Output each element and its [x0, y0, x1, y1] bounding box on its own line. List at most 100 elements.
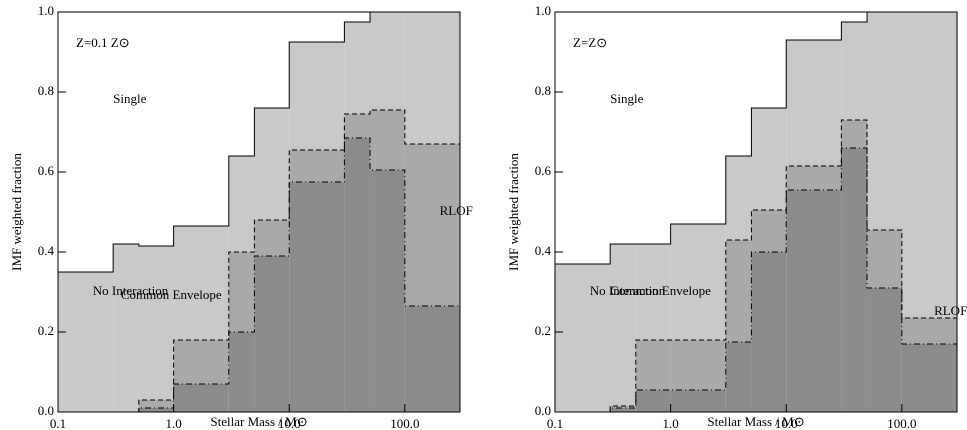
bar: [370, 12, 405, 110]
bar: [289, 182, 345, 412]
stack-boundary: [58, 137, 460, 413]
bar: [555, 264, 611, 412]
region-label: RLOF: [440, 203, 473, 218]
bar: [138, 12, 174, 246]
x-tick-label: 0.1: [547, 416, 563, 430]
bar: [138, 408, 174, 412]
bar: [725, 156, 752, 240]
x-tick-label: 0.1: [50, 416, 66, 430]
x-tick-label: 100.0: [887, 416, 916, 430]
bar: [867, 230, 902, 288]
bar: [670, 390, 726, 412]
x-axis-label: Stellar Mass / M⊙: [707, 414, 804, 429]
bar: [138, 246, 174, 400]
annotation: Z=Z⊙: [573, 35, 607, 50]
stack-boundary: [555, 11, 957, 265]
y-tick-label: 0.4: [535, 243, 552, 258]
bar: [901, 318, 957, 344]
bar: [58, 272, 114, 412]
y-tick-label: 0.8: [38, 83, 54, 98]
y-tick-label: 0.0: [535, 403, 551, 418]
bar: [786, 40, 842, 166]
bar: [404, 144, 460, 306]
y-tick-label: 1.0: [535, 3, 551, 18]
region-label: RLOF: [934, 303, 967, 318]
y-tick-label: 0.2: [38, 323, 54, 338]
bar: [867, 12, 902, 230]
bar: [841, 148, 868, 412]
bar: [610, 12, 636, 244]
annotation: Z=0.1 Z⊙: [76, 35, 130, 50]
bar: [786, 166, 842, 190]
bar: [254, 220, 290, 256]
stack-boundary: [555, 147, 957, 413]
bar: [173, 340, 229, 384]
bar: [344, 22, 371, 114]
bar: [751, 12, 787, 108]
bar: [254, 12, 290, 108]
bar: [751, 108, 787, 210]
region-label: Single: [610, 91, 643, 106]
bar: [725, 342, 752, 412]
bar: [610, 406, 636, 408]
region-label: Common Envelope: [610, 283, 711, 298]
region-label: No Interaction: [93, 283, 169, 298]
bar: [670, 12, 726, 224]
bar: [610, 244, 636, 406]
y-tick-label: 0.6: [535, 163, 552, 178]
bar: [635, 390, 671, 412]
bar: [841, 12, 868, 22]
x-tick-label: 100.0: [390, 416, 419, 430]
bar: [370, 170, 405, 412]
bar: [228, 252, 255, 332]
region-label: No Interaction: [590, 283, 666, 298]
bar: [670, 340, 726, 390]
bar: [867, 288, 902, 412]
x-tick-label: 10.0: [775, 416, 798, 430]
bar: [786, 12, 842, 40]
bar: [555, 12, 611, 264]
x-tick-label: 1.0: [662, 416, 678, 430]
stack-boundary: [58, 11, 460, 273]
bar: [58, 12, 114, 272]
bar: [344, 12, 371, 22]
bar: [289, 42, 345, 150]
x-tick-label: 10.0: [278, 416, 301, 430]
y-tick-label: 0.0: [38, 403, 54, 418]
x-tick-label: 1.0: [165, 416, 181, 430]
bar: [370, 110, 405, 170]
bar: [254, 108, 290, 220]
stack-boundary: [58, 109, 460, 413]
bar: [228, 332, 255, 412]
bar: [901, 344, 957, 412]
plot-frame: [554, 11, 958, 413]
bar: [751, 252, 787, 412]
bar: [228, 12, 255, 156]
x-axis-label: Stellar Mass / M⊙: [210, 414, 307, 429]
bar: [344, 138, 371, 412]
bar: [344, 114, 371, 138]
y-axis-label: IMF weighted fraction: [9, 153, 24, 271]
bar: [841, 22, 868, 120]
bar: [786, 190, 842, 412]
y-axis-label: IMF weighted fraction: [506, 153, 521, 271]
bar: [610, 408, 636, 412]
bar: [404, 12, 460, 144]
bar: [635, 12, 671, 244]
stack-boundary: [555, 119, 957, 413]
bar: [901, 12, 957, 318]
bar: [254, 256, 290, 412]
y-tick-label: 0.6: [38, 163, 55, 178]
bar: [404, 306, 460, 412]
bar: [751, 210, 787, 252]
bar: [173, 12, 229, 226]
bar: [173, 226, 229, 340]
y-tick-label: 0.4: [38, 243, 55, 258]
plot-frame: [57, 11, 461, 413]
bar: [173, 384, 229, 412]
y-tick-label: 0.8: [535, 83, 551, 98]
bar: [725, 12, 752, 156]
bar: [670, 224, 726, 340]
bar: [289, 150, 345, 182]
